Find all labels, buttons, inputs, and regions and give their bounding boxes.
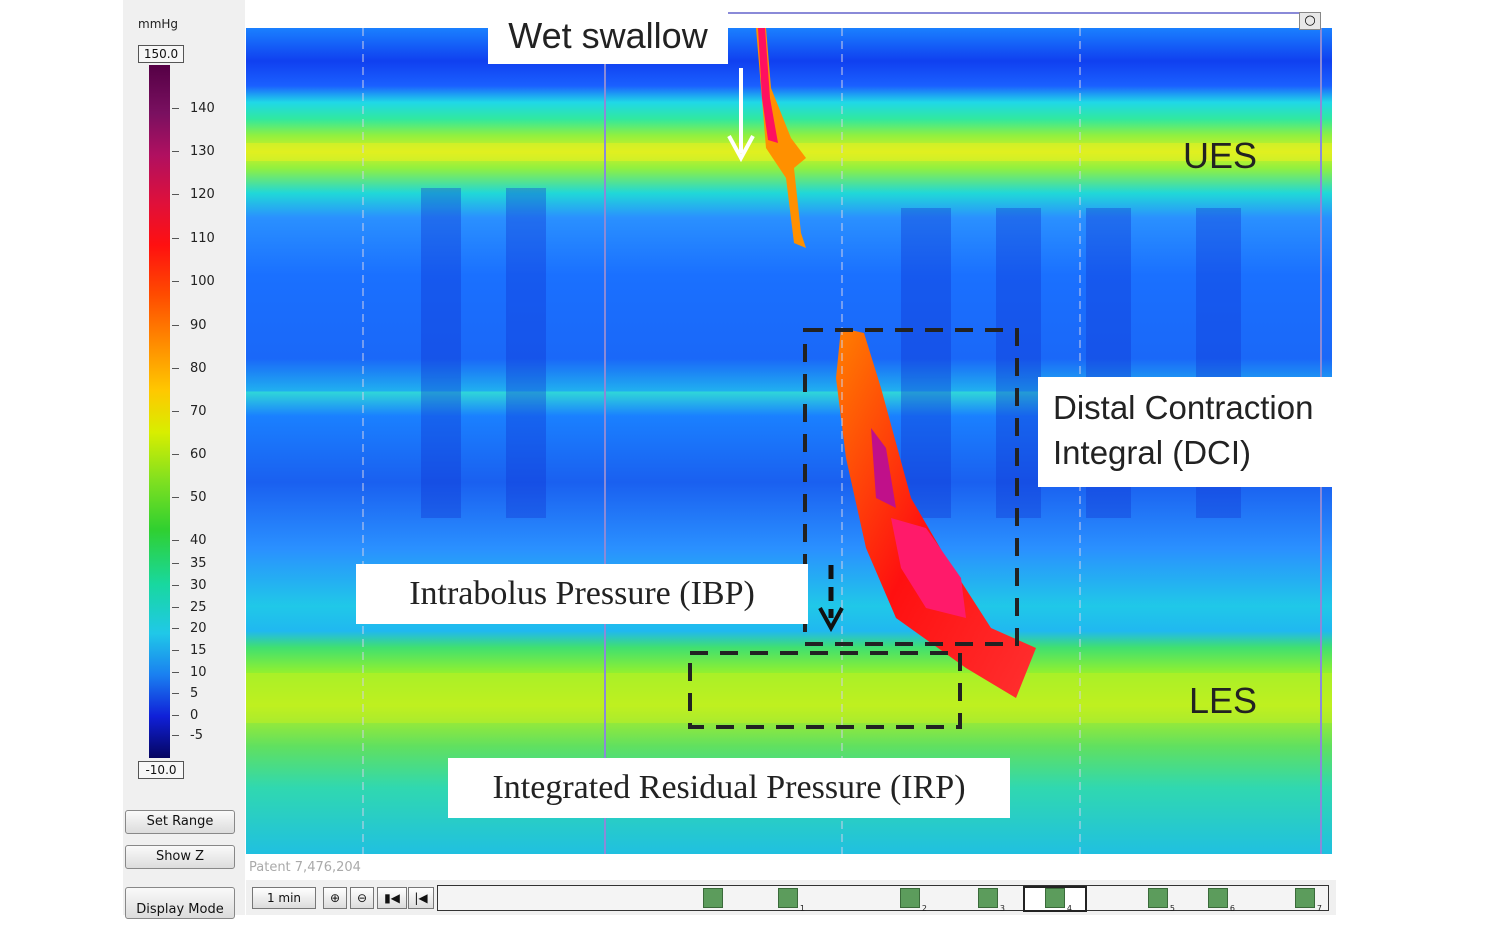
color-bar-tick-label: 110 <box>190 231 215 246</box>
go-start-icon[interactable]: |◀ <box>408 887 434 909</box>
color-bar-tick-label: 80 <box>190 361 207 376</box>
dci-label-box: Distal Contraction Integral (DCI) <box>1038 377 1333 487</box>
timeline-event-marker[interactable]: 7 <box>1295 888 1322 913</box>
color-bar-tick <box>172 368 179 369</box>
selection-top-border <box>728 12 1321 14</box>
color-bar-tick <box>172 672 179 673</box>
color-bar-tick <box>172 325 179 326</box>
timeline-marker-number: 2 <box>921 904 927 913</box>
color-bar-tick <box>172 650 179 651</box>
set-range-button[interactable]: Set Range <box>125 810 235 834</box>
timeline-event-marker[interactable]: 1 <box>778 888 805 913</box>
color-bar-tick <box>172 108 179 109</box>
color-bar-tick-label: 90 <box>190 318 207 333</box>
color-bar-tick <box>172 607 179 608</box>
color-bar-tick <box>172 715 179 716</box>
timeline-event-marker[interactable]: 2 <box>900 888 927 913</box>
color-bar-tick-label: 100 <box>190 274 215 289</box>
color-bar-tick <box>172 735 179 736</box>
dci-label-line1: Distal Contraction <box>1053 389 1314 426</box>
display-mode-button[interactable]: Display Mode <box>125 887 235 919</box>
irp-label: Integrated Residual Pressure (IRP) <box>448 758 1010 818</box>
color-bar-tick-label: 30 <box>190 578 207 593</box>
les-label: LES <box>1189 680 1258 721</box>
zoom-out-icon[interactable]: ⊖ <box>350 887 374 909</box>
timeline-marker-number: 5 <box>1169 904 1175 913</box>
color-bar-tick <box>172 454 179 455</box>
zoom-scale-button[interactable]: 1 min <box>252 887 316 909</box>
timeline-event-marker[interactable]: 6 <box>1208 888 1235 913</box>
color-bar-tick <box>172 585 179 586</box>
color-bar-tick-label: 50 <box>190 490 207 505</box>
dci-label-line2: Integral (DCI) <box>1053 434 1252 471</box>
color-bar-tick-label: 0 <box>190 708 199 723</box>
color-bar-tick-label: 140 <box>190 101 215 116</box>
color-bar-tick-label: 15 <box>190 643 207 658</box>
timeline-marker-number: 4 <box>1066 904 1072 913</box>
color-bar-tick <box>172 497 179 498</box>
color-bar-tick <box>172 693 179 694</box>
timeline-marker-number: 6 <box>1229 904 1235 913</box>
timeline-event-marker[interactable]: 3 <box>978 888 1005 913</box>
timeline-event-marker[interactable]: 4 <box>1045 888 1072 913</box>
timeline-scrubber[interactable] <box>437 885 1329 912</box>
timeline-marker-number: 3 <box>999 904 1005 913</box>
color-bar-tick-label: 25 <box>190 600 207 615</box>
color-bar-tick-label: 20 <box>190 621 207 636</box>
timeline-marker-number: 7 <box>1316 904 1322 913</box>
color-bar-tick-label: 70 <box>190 404 207 419</box>
color-bar-tick <box>172 238 179 239</box>
color-bar-tick-label: 40 <box>190 533 207 548</box>
timeline-marker-number: 1 <box>799 904 805 913</box>
color-bar <box>149 65 170 758</box>
zoom-in-icon[interactable]: ⊕ <box>323 887 347 909</box>
timeline-event-marker[interactable] <box>703 888 723 908</box>
ibp-label: Intrabolus Pressure (IBP) <box>356 564 808 624</box>
color-bar-tick-label: 130 <box>190 144 215 159</box>
color-bar-tick <box>172 281 179 282</box>
max-range-field[interactable]: 150.0 <box>138 45 184 63</box>
ues-label: UES <box>1183 135 1258 176</box>
color-bar-tick <box>172 151 179 152</box>
patent-notice: Patent 7,476,204 <box>249 860 361 875</box>
color-bar-tick <box>172 411 179 412</box>
color-bar-tick <box>172 540 179 541</box>
color-bar-tick-label: 60 <box>190 447 207 462</box>
record-icon[interactable]: ○ <box>1299 12 1321 30</box>
step-back-icon[interactable]: ▮◀ <box>377 887 407 909</box>
show-z-button[interactable]: Show Z <box>125 845 235 869</box>
color-bar-tick <box>172 194 179 195</box>
unit-label: mmHg <box>138 17 179 31</box>
color-bar-tick-label: 10 <box>190 665 207 680</box>
color-bar-tick-label: 35 <box>190 556 207 571</box>
color-bar-tick-label: 120 <box>190 187 215 202</box>
color-bar-tick <box>172 563 179 564</box>
color-bar-tick <box>172 628 179 629</box>
timeline-event-marker[interactable]: 5 <box>1148 888 1175 913</box>
min-range-field[interactable]: -10.0 <box>138 761 184 779</box>
color-bar-tick-label: -5 <box>190 728 203 743</box>
wet-swallow-label: Wet swallow <box>488 8 728 64</box>
color-bar-tick-label: 5 <box>190 686 199 701</box>
